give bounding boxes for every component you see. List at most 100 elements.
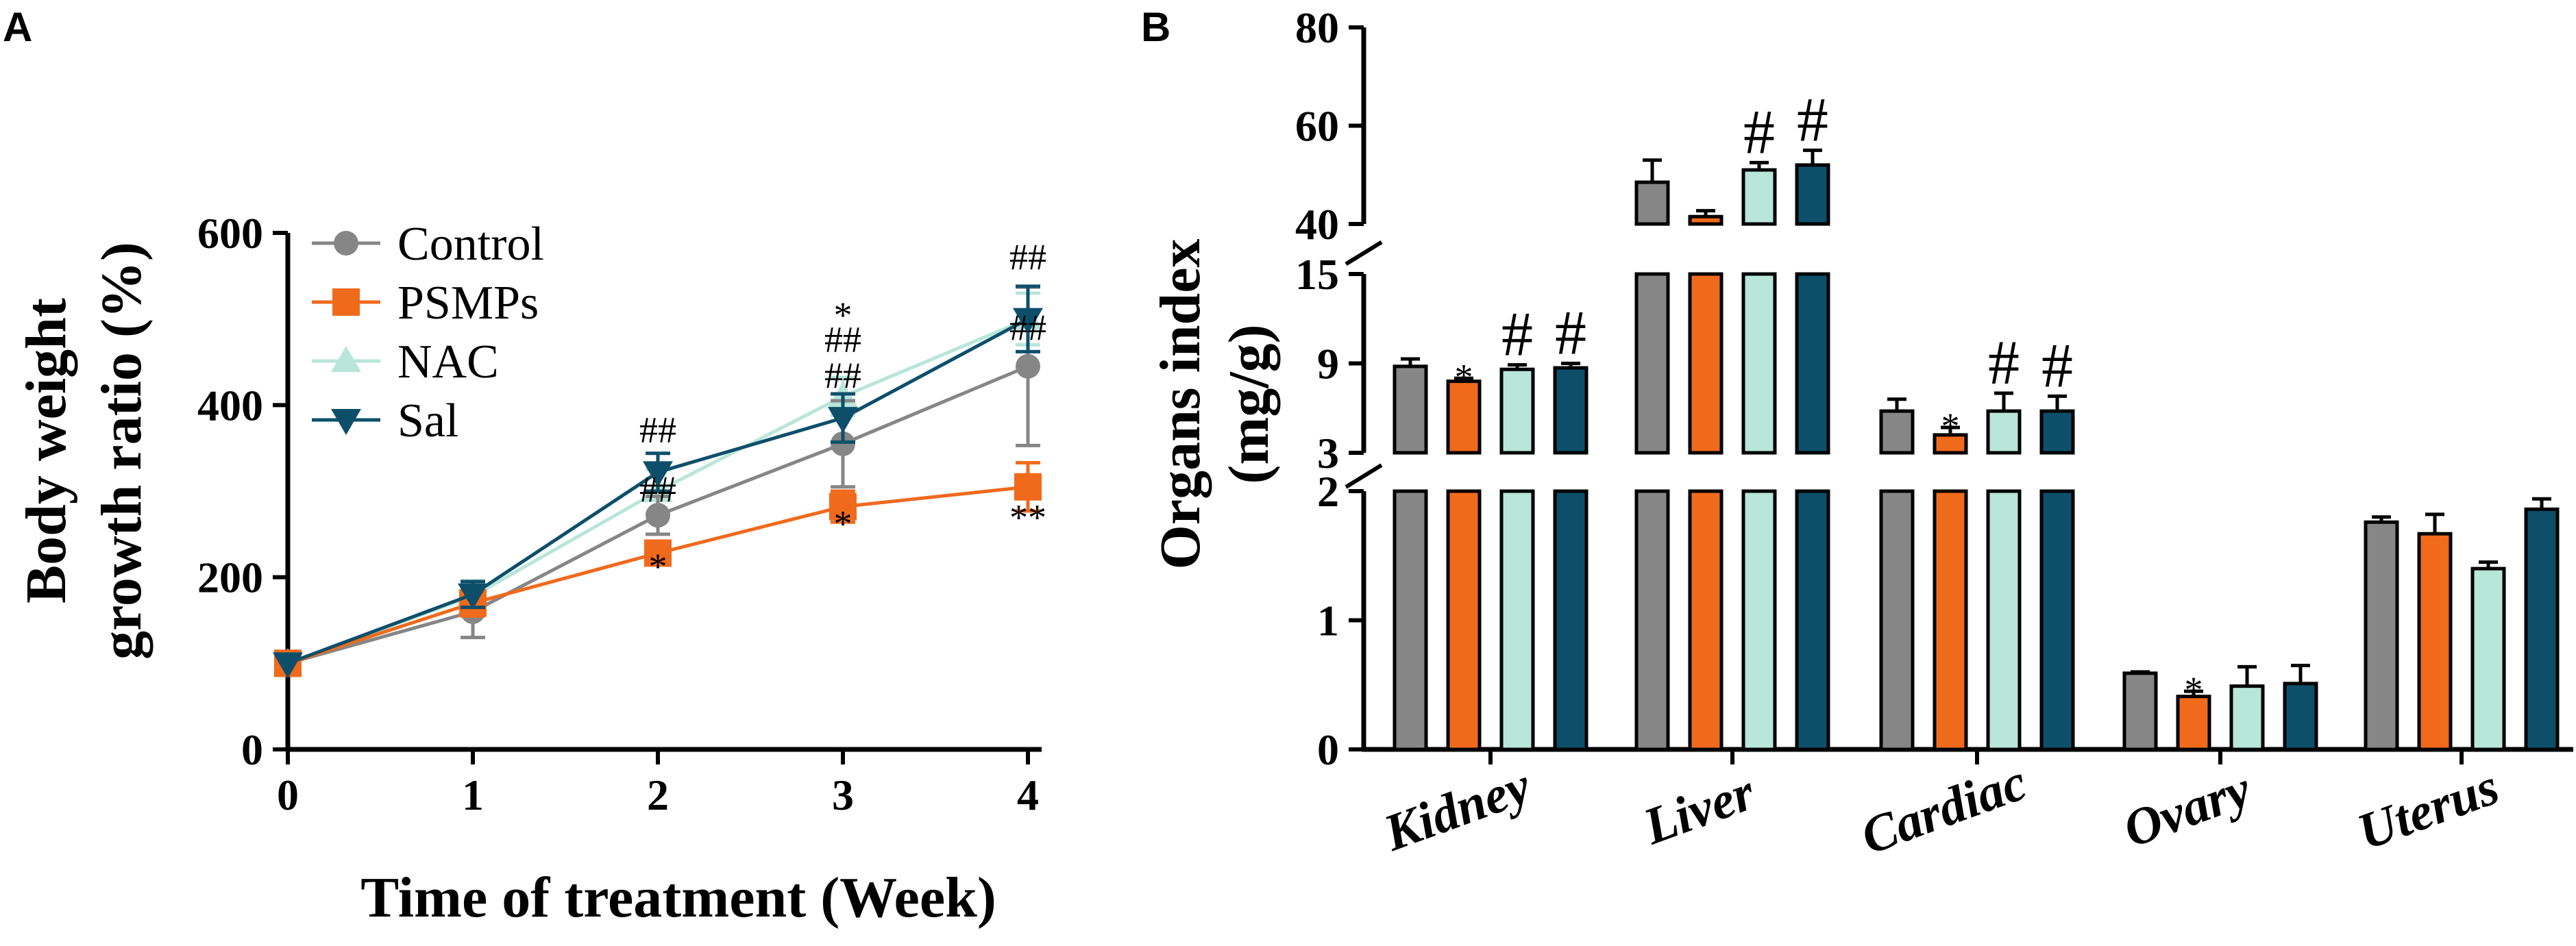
significance-mark: *: [834, 503, 852, 544]
axis-break-mark: [1345, 240, 1383, 266]
category-label: Cardiac: [1854, 753, 2034, 865]
y-axis-title-line2: growth ratio (%): [90, 242, 154, 660]
bar: [1741, 489, 1777, 751]
x-axis-title: Time of treatment (Week): [360, 866, 996, 930]
bar: [1446, 489, 1482, 751]
bar: [1795, 489, 1830, 751]
y-tick-label: 3: [1317, 429, 1339, 477]
y-tick-label: 9: [1317, 340, 1339, 388]
category-label: Kidney: [1376, 756, 1538, 862]
data-point: [644, 539, 672, 567]
series-psmps: [1446, 209, 2453, 751]
data-point: [331, 346, 361, 372]
legend-label: PSMPs: [397, 277, 539, 329]
data-point: [828, 407, 858, 434]
bar: [1393, 364, 1428, 455]
bar: [1986, 409, 2022, 455]
bar: [1933, 489, 1968, 751]
series-sal: [273, 284, 1043, 679]
panel-a-label: A: [3, 4, 32, 50]
bar: [1688, 272, 1724, 455]
data-point: [829, 493, 857, 521]
y-tick-label: 600: [197, 209, 263, 258]
data-point: [332, 288, 360, 316]
bar: [1688, 214, 1724, 226]
bar: [1879, 489, 1915, 751]
y-tick-label: 40: [1295, 200, 1339, 249]
bar: [2176, 695, 2211, 751]
data-point: [1014, 473, 1042, 501]
data-point: [643, 461, 673, 488]
data-point: [334, 231, 358, 256]
bar: [2524, 507, 2560, 751]
bar: [2417, 532, 2453, 751]
series-sal: [1553, 148, 2560, 751]
bar: [2229, 684, 2265, 751]
significance-mark: *: [649, 546, 667, 587]
y-tick-label: 80: [1295, 3, 1339, 52]
data-point: [831, 431, 855, 456]
data-point: [646, 503, 670, 528]
x-tick-label: 1: [462, 771, 484, 819]
y-axis-title-line1: Organs index: [1149, 238, 1212, 569]
y-tick-label: 15: [1295, 250, 1339, 299]
y-tick-label: 0: [241, 725, 263, 774]
legend-label: NAC: [397, 336, 499, 388]
data-point: [1013, 308, 1043, 334]
legend-item-psmps: PSMPs: [312, 277, 539, 329]
bar: [1795, 272, 1830, 455]
legend-item-nac: NAC: [312, 336, 499, 388]
legend-label: Control: [397, 218, 544, 271]
bar: [1741, 168, 1777, 226]
data-point: [1016, 353, 1040, 379]
bar: [1986, 489, 2022, 751]
category-label: Uterus: [2351, 758, 2506, 861]
significance-mark: *: [2185, 669, 2203, 710]
bar: [1634, 489, 1670, 751]
significance-mark: ##: [639, 469, 676, 510]
bar: [2039, 489, 2075, 751]
bar: [1499, 367, 1535, 455]
significance-mark: ##: [1009, 307, 1046, 348]
series-control: [1393, 158, 2399, 751]
bar: [1499, 489, 1535, 751]
x-tick-label: 2: [647, 771, 669, 819]
bar: [1634, 272, 1670, 455]
x-tick-label: 0: [277, 771, 299, 819]
bar: [2470, 567, 2506, 751]
data-point: [458, 583, 488, 610]
axis-break-mark: [1345, 463, 1383, 489]
y-tick-label: 1: [1317, 597, 1339, 645]
series-nac: [1499, 160, 2506, 751]
category-label: Liver: [1636, 762, 1763, 856]
significance-mark: *: [834, 295, 852, 336]
significance-mark: ##: [824, 319, 861, 360]
bar: [1553, 366, 1588, 455]
significance-mark: **: [1009, 497, 1046, 538]
bar: [2122, 671, 2158, 751]
panel-b-label: B: [1141, 4, 1170, 50]
y-axis-title-line2: (mg/g): [1217, 324, 1281, 484]
y-tick-label: 400: [197, 381, 263, 430]
significance-mark: ##: [639, 409, 676, 450]
significance-mark: #: [1797, 84, 1828, 154]
legend-item-control: Control: [312, 218, 544, 271]
y-tick-label: 0: [1317, 725, 1339, 774]
x-tick-label: 3: [832, 771, 854, 819]
data-point: [273, 652, 303, 679]
legend-item-sal: Sal: [312, 395, 458, 447]
y-tick-label: 60: [1295, 102, 1339, 151]
significance-mark: *: [1455, 356, 1473, 397]
significance-mark: #: [2041, 330, 2073, 400]
bar: [1741, 272, 1777, 455]
bar: [1688, 489, 1724, 751]
category-label: Ovary: [2116, 760, 2258, 858]
bar: [2283, 682, 2318, 751]
significance-mark: *: [1941, 406, 1960, 447]
significance-mark: #: [1501, 299, 1533, 369]
bar: [1393, 489, 1428, 751]
y-tick-label: 2: [1317, 467, 1339, 516]
